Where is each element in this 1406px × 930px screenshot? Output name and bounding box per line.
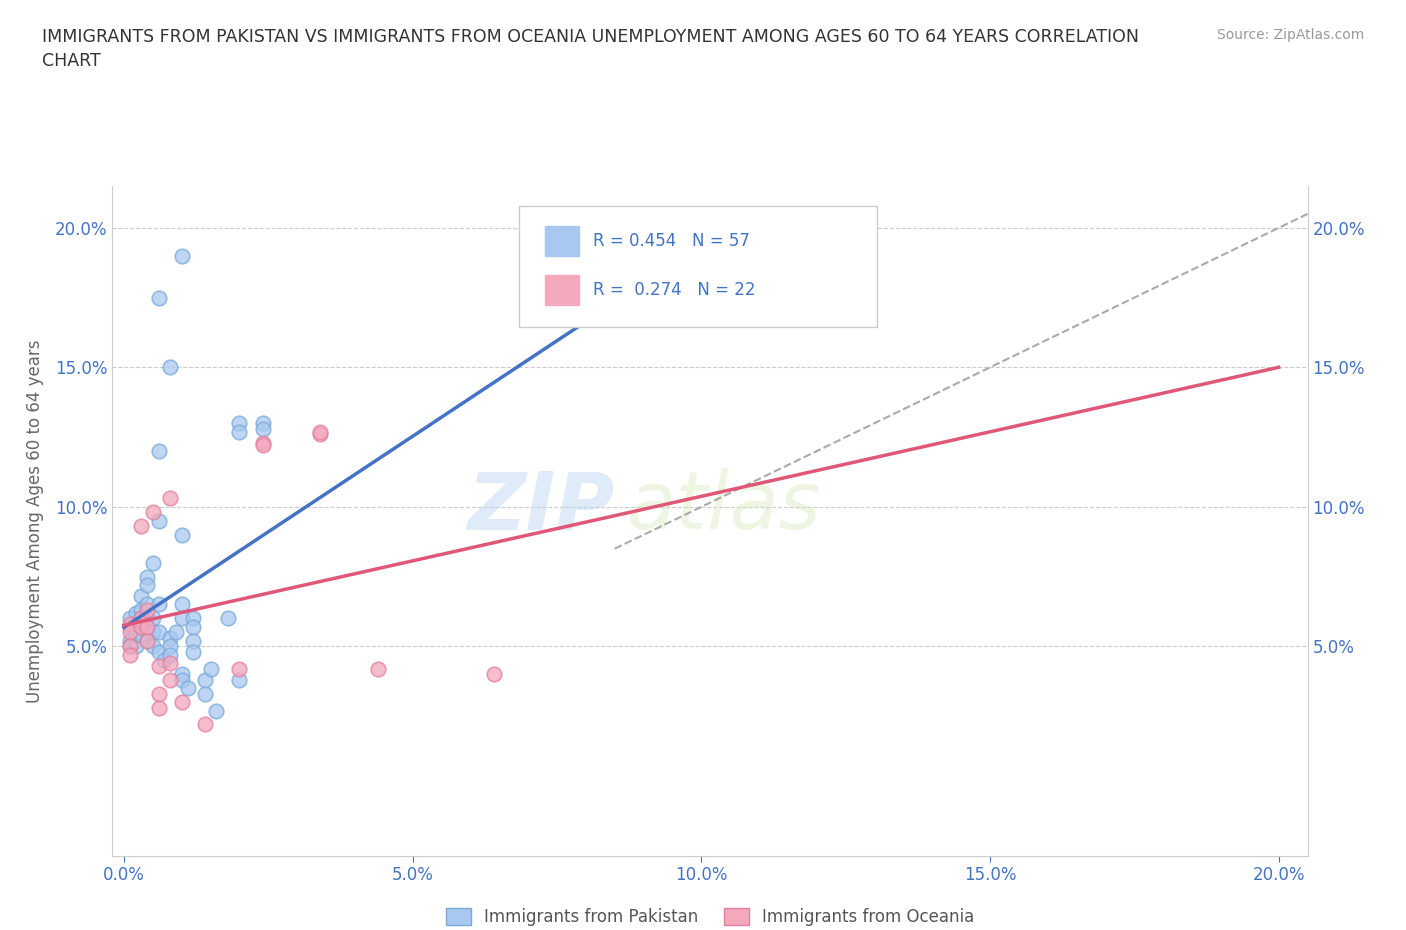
Point [159,647,181,662]
Point [136,633,159,648]
Point [136,619,159,634]
Point [118,625,141,640]
Point [148,686,170,701]
Point [228,672,250,687]
Point [142,611,165,626]
Bar [546,226,579,257]
Point [131,611,153,626]
Point [131,628,153,643]
Point [200,661,222,676]
Legend: Immigrants from Pakistan, Immigrants from Oceania: Immigrants from Pakistan, Immigrants fro… [437,899,983,930]
Point [136,611,159,626]
Point [148,597,170,612]
Point [118,639,141,654]
Point [142,505,165,520]
Point [176,681,198,696]
Point [131,603,153,618]
Point [148,513,170,528]
Point [170,695,193,710]
Text: R =  0.274   N = 22: R = 0.274 N = 22 [593,282,755,299]
Point [118,647,141,662]
Point [170,611,193,626]
Point [181,644,204,659]
Point [170,248,193,263]
Point [136,633,159,648]
Point [136,603,159,618]
Point [165,625,187,640]
Point [118,639,141,654]
Point [181,619,204,634]
Point [482,667,505,682]
Point [131,519,153,534]
Point [159,491,181,506]
Point [159,639,181,654]
Text: IMMIGRANTS FROM PAKISTAN VS IMMIGRANTS FROM OCEANIA UNEMPLOYMENT AMONG AGES 60 T: IMMIGRANTS FROM PAKISTAN VS IMMIGRANTS F… [42,28,1139,70]
Point [252,416,274,431]
Point [131,619,153,634]
Point [217,611,239,626]
Point [136,578,159,592]
Point [148,290,170,305]
Point [124,617,146,631]
Point [228,424,250,439]
Text: R = 0.454   N = 57: R = 0.454 N = 57 [593,232,749,250]
Point [148,700,170,715]
Text: atlas: atlas [626,469,821,547]
Y-axis label: Unemployment Among Ages 60 to 64 years: Unemployment Among Ages 60 to 64 years [25,339,44,702]
Point [252,438,274,453]
Point [136,619,159,634]
Text: ZIP: ZIP [467,469,614,547]
Point [194,672,217,687]
Point [228,416,250,431]
Point [142,555,165,570]
Point [309,427,332,442]
Point [153,653,176,668]
Point [118,619,141,634]
Point [252,435,274,450]
Point [124,639,146,654]
Point [118,617,141,631]
Point [159,672,181,687]
Point [159,656,181,671]
Point [142,639,165,654]
Point [142,625,165,640]
Point [159,631,181,645]
Point [136,625,159,640]
Point [159,360,181,375]
FancyBboxPatch shape [519,206,877,326]
Bar [546,275,579,305]
Point [367,661,389,676]
Point [131,617,153,631]
Point [170,527,193,542]
Point [194,717,217,732]
Point [252,421,274,436]
Point [170,667,193,682]
Point [170,672,193,687]
Point [131,611,153,626]
Point [124,628,146,643]
Point [194,686,217,701]
Point [124,605,146,620]
Point [181,611,204,626]
Point [228,661,250,676]
Point [136,597,159,612]
Point [131,589,153,604]
Point [170,597,193,612]
Point [148,658,170,673]
Point [181,633,204,648]
Point [148,625,170,640]
Point [118,633,141,648]
Point [136,569,159,584]
Point [118,611,141,626]
Point [148,644,170,659]
Text: Source: ZipAtlas.com: Source: ZipAtlas.com [1216,28,1364,42]
Point [148,444,170,458]
Point [309,424,332,439]
Point [205,703,228,718]
